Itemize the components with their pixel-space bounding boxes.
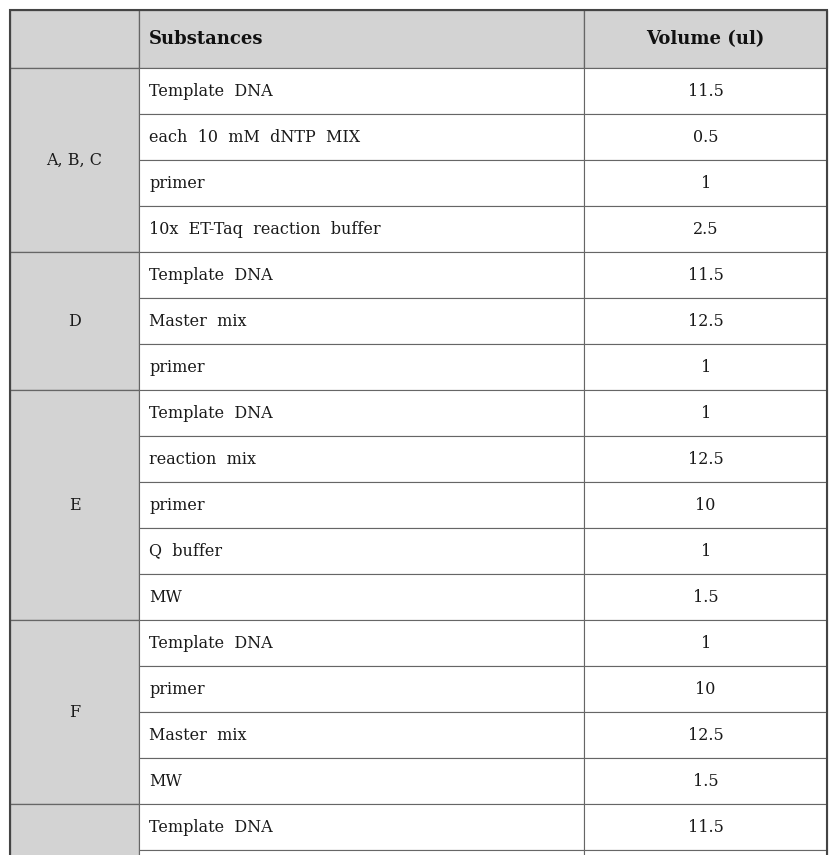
Text: primer: primer xyxy=(149,497,205,514)
Text: Template  DNA: Template DNA xyxy=(149,267,273,284)
Bar xyxy=(584,68,826,114)
Bar xyxy=(584,344,826,390)
Bar xyxy=(10,804,139,855)
Text: 1: 1 xyxy=(700,634,710,652)
Bar xyxy=(139,252,584,298)
Text: 10: 10 xyxy=(695,497,715,514)
Bar xyxy=(10,252,139,390)
Bar xyxy=(139,804,584,850)
Bar xyxy=(584,758,826,804)
Text: 12.5: 12.5 xyxy=(687,727,722,744)
Text: 10: 10 xyxy=(695,681,715,698)
Text: A, B, C: A, B, C xyxy=(47,151,103,168)
Text: primer: primer xyxy=(149,174,205,192)
Text: 1: 1 xyxy=(700,404,710,422)
Text: primer: primer xyxy=(149,681,205,698)
Bar xyxy=(139,160,584,206)
Text: 10x  ET-Taq  reaction  buffer: 10x ET-Taq reaction buffer xyxy=(149,221,380,238)
Bar xyxy=(10,390,139,620)
Bar xyxy=(584,206,826,252)
Bar xyxy=(584,482,826,528)
Bar xyxy=(139,758,584,804)
Text: 1.5: 1.5 xyxy=(692,773,717,789)
Bar xyxy=(139,528,584,574)
Text: Substances: Substances xyxy=(149,30,263,48)
Text: Q  buffer: Q buffer xyxy=(149,543,222,559)
Bar xyxy=(139,850,584,855)
Text: D: D xyxy=(68,312,81,329)
Bar xyxy=(584,712,826,758)
Bar xyxy=(139,712,584,758)
Text: Volume (ul): Volume (ul) xyxy=(645,30,764,48)
Bar xyxy=(139,298,584,344)
Text: 11.5: 11.5 xyxy=(687,267,723,284)
Bar xyxy=(10,68,139,252)
Text: Template  DNA: Template DNA xyxy=(149,404,273,422)
Bar xyxy=(139,344,584,390)
Bar xyxy=(139,574,584,620)
Bar xyxy=(584,620,826,666)
Text: 1: 1 xyxy=(700,358,710,375)
Text: MW: MW xyxy=(149,773,181,789)
Bar xyxy=(584,528,826,574)
Text: 1: 1 xyxy=(700,543,710,559)
Bar xyxy=(10,620,139,804)
Text: 12.5: 12.5 xyxy=(687,312,722,329)
Bar xyxy=(139,68,584,114)
Bar xyxy=(584,252,826,298)
Bar xyxy=(139,390,584,436)
Text: Master  mix: Master mix xyxy=(149,312,247,329)
Bar xyxy=(139,620,584,666)
Text: 11.5: 11.5 xyxy=(687,818,723,835)
Bar xyxy=(10,10,139,68)
Text: Template  DNA: Template DNA xyxy=(149,82,273,99)
Text: Master  mix: Master mix xyxy=(149,727,247,744)
Bar xyxy=(584,10,826,68)
Text: Template  DNA: Template DNA xyxy=(149,634,273,652)
Bar xyxy=(139,206,584,252)
Bar xyxy=(584,666,826,712)
Bar xyxy=(584,298,826,344)
Bar xyxy=(584,114,826,160)
Bar xyxy=(139,482,584,528)
Bar xyxy=(584,850,826,855)
Bar xyxy=(139,10,584,68)
Text: reaction  mix: reaction mix xyxy=(149,451,256,468)
Text: 2.5: 2.5 xyxy=(692,221,717,238)
Bar xyxy=(139,436,584,482)
Text: 12.5: 12.5 xyxy=(687,451,722,468)
Text: 11.5: 11.5 xyxy=(687,82,723,99)
Bar xyxy=(584,804,826,850)
Text: each  10  mM  dNTP  MIX: each 10 mM dNTP MIX xyxy=(149,128,359,145)
Text: 1: 1 xyxy=(700,174,710,192)
Text: primer: primer xyxy=(149,358,205,375)
Bar xyxy=(139,114,584,160)
Bar xyxy=(584,390,826,436)
Bar xyxy=(584,574,826,620)
Text: 1.5: 1.5 xyxy=(692,588,717,605)
Text: E: E xyxy=(69,497,80,514)
Text: Template  DNA: Template DNA xyxy=(149,818,273,835)
Text: 0.5: 0.5 xyxy=(692,128,717,145)
Bar xyxy=(584,160,826,206)
Text: F: F xyxy=(69,704,80,721)
Text: MW: MW xyxy=(149,588,181,605)
Bar xyxy=(584,436,826,482)
Bar xyxy=(139,666,584,712)
